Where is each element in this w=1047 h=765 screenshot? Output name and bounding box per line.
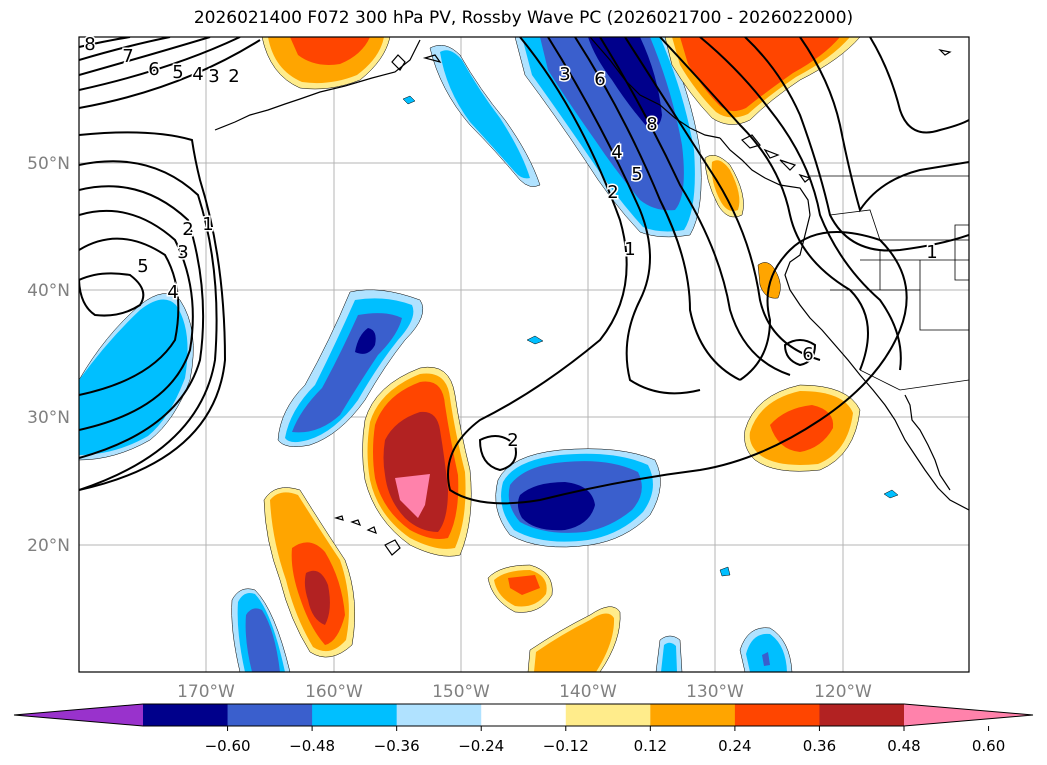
colorbar-outline xyxy=(13,703,1034,727)
contour-label: 7 xyxy=(122,46,133,67)
colorbar-extension-high xyxy=(904,704,1033,726)
colorbar-segment xyxy=(143,704,229,726)
contour-label: 8 xyxy=(646,114,657,135)
pv-anomaly-negative-north-pacific xyxy=(277,289,424,447)
colorbar-tick-label: 0.12 xyxy=(634,737,667,755)
pv-anomaly-negative-bottom xyxy=(231,95,899,672)
colorbar-segment xyxy=(312,704,398,726)
contour-label: 3 xyxy=(208,66,219,87)
contour-label: 5 xyxy=(172,62,183,83)
pv-anomaly-negative-subtropical xyxy=(495,448,661,548)
contour-label: 5 xyxy=(631,164,642,185)
lon-label: 160°W xyxy=(305,682,363,702)
political-borders xyxy=(810,175,969,391)
pv-anomaly-positive-east xyxy=(261,37,861,472)
contour-label: 2 xyxy=(607,182,618,203)
map-frame xyxy=(78,36,970,673)
pv-anomaly-positive-small xyxy=(487,564,553,613)
lon-label: 170°W xyxy=(177,682,235,702)
contour-label: 4 xyxy=(167,282,178,303)
lon-label: 140°W xyxy=(559,682,617,702)
contour-label: 3 xyxy=(177,242,188,263)
colorbar-segment xyxy=(650,704,736,726)
longitude-labels: 170°W 160°W 150°W 140°W 130°W 120°W xyxy=(177,682,872,702)
contour-label: 2 xyxy=(228,66,239,87)
map-title: 2026021400 F072 300 hPa PV, Rossby Wave … xyxy=(193,8,854,28)
contour-labels: 8 7 6 5 4 3 2 1 2 3 5 4 3 4 5 8 6 2 1 2 … xyxy=(83,33,939,453)
map-plot-area xyxy=(79,37,969,672)
colorbar-tick-label: −0.60 xyxy=(205,737,251,755)
colorbar-tick-label: 0.36 xyxy=(803,737,836,755)
contour-label: 6 xyxy=(802,344,813,365)
colorbar-extension-low xyxy=(14,704,143,726)
contour-label: 1 xyxy=(624,239,635,260)
contour-label: 2 xyxy=(182,219,193,240)
pv-anomaly-positive-southeast xyxy=(527,606,621,672)
colorbar-tick-label: −0.24 xyxy=(458,737,504,755)
contour-label: 8 xyxy=(84,34,95,55)
colorbar-segment xyxy=(819,704,905,726)
lat-label: 30°N xyxy=(27,408,70,428)
colorbar: −0.60 −0.48 −0.36 −0.24 −0.12 0.12 0.24 0.36 0.4… xyxy=(13,703,1034,755)
contour-label: 4 xyxy=(611,142,622,163)
contour-label: 3 xyxy=(559,64,570,85)
lat-label: 40°N xyxy=(27,281,70,301)
coastlines xyxy=(214,37,969,511)
contour-label: 1 xyxy=(926,242,937,263)
contour-label: 2 xyxy=(507,430,518,451)
pv-anomaly-positive-central xyxy=(362,366,472,557)
hawaii-islands xyxy=(333,515,401,556)
contour-label: 4 xyxy=(192,64,203,85)
colorbar-tick-label: 0.60 xyxy=(972,737,1005,755)
colorbar-segment xyxy=(227,704,313,726)
contour-label: 6 xyxy=(594,69,605,90)
lon-label: 150°W xyxy=(432,682,490,702)
colorbar-tick-label: −0.36 xyxy=(374,737,420,755)
colorbar-tick-label: 0.48 xyxy=(887,737,920,755)
lat-label: 50°N xyxy=(27,154,70,174)
lat-label: 20°N xyxy=(27,536,70,556)
contour-label: 1 xyxy=(202,214,213,235)
lon-label: 120°W xyxy=(814,682,872,702)
contour-label: 6 xyxy=(148,59,159,80)
latitude-labels: 50°N 40°N 30°N 20°N xyxy=(27,154,70,556)
colorbar-tick-label: −0.48 xyxy=(289,737,335,755)
colorbar-tick-label: −0.12 xyxy=(543,737,589,755)
lon-label: 130°W xyxy=(686,682,744,702)
colorbar-segment xyxy=(396,704,482,726)
colorbar-segment xyxy=(481,704,567,726)
pv-anomaly-positive-south xyxy=(263,487,355,658)
colorbar-segment xyxy=(734,704,820,726)
colorbar-tick-label: 0.24 xyxy=(718,737,751,755)
contour-label: 5 xyxy=(137,256,148,277)
pv-anomaly-negative-gulf-alaska xyxy=(429,44,541,187)
pv-contours xyxy=(79,37,969,505)
colorbar-segment xyxy=(565,704,651,726)
